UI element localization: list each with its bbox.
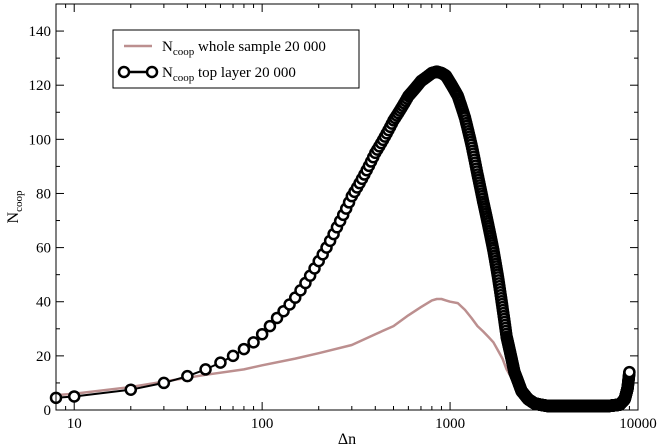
data-point [247,336,260,349]
legend-label-whole-sample: Ncoop whole sample 20 000 [162,39,326,58]
y-axis-title: Ncoop [5,190,25,223]
series-line [55,70,631,407]
y-tick-label: 140 [29,24,52,40]
data-point [199,363,212,376]
data-point [237,342,251,356]
legend-marker-right [145,65,159,79]
series-top-layer [49,65,636,413]
x-tick-label: 1000 [435,416,465,432]
series-whole-sample [55,297,631,408]
legend: Ncoop whole sample 20 000 Ncoop top laye… [112,29,360,89]
y-tick-label: 100 [29,132,52,148]
data-point [623,365,636,379]
y-tick-label: 20 [36,349,51,365]
data-point [157,376,171,390]
y-tick-label: 80 [36,186,51,202]
series-line [55,297,631,408]
data-point [214,356,227,369]
data-point [124,383,138,396]
legend-marker-left [117,65,131,79]
y-tick-label: 40 [36,295,51,311]
legend-box [112,29,360,89]
legend-label-top-layer: Ncoop top layer 20 000 [162,65,296,84]
x-tick-label: 10000 [619,416,657,432]
x-axis-title: Δn [338,431,356,447]
y-tick-label: 60 [36,241,51,257]
x-tick-label: 100 [251,416,274,432]
data-point [255,327,269,341]
y-tick-label: 120 [29,78,52,94]
ticks-layer: 0 20 40 60 80 100 120 140 10 100 1000 10000 [29,4,657,432]
y-tick-label: 0 [44,403,52,419]
data-point [67,390,81,403]
data-point [226,349,240,363]
series-layer [49,65,636,413]
data-point [263,319,277,333]
data-point [181,369,194,383]
x-tick-label: 10 [67,416,82,432]
plot-frame [55,3,639,411]
